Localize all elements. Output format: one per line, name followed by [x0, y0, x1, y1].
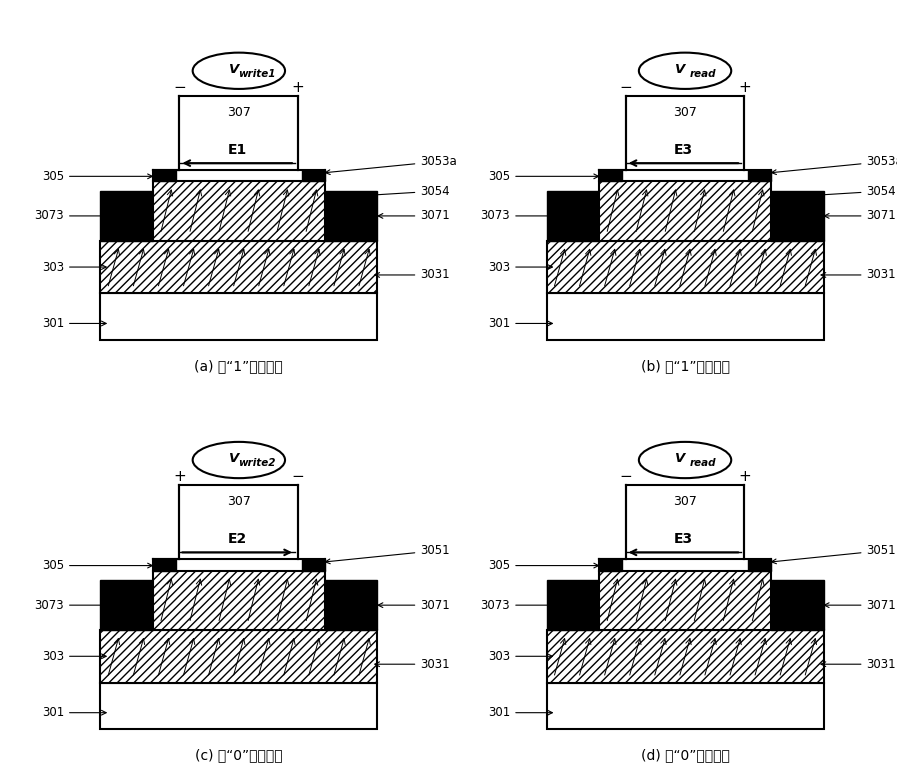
- Bar: [325, 191, 378, 241]
- Text: 303: 303: [42, 649, 106, 662]
- Bar: [599, 170, 623, 181]
- Text: 307: 307: [673, 495, 697, 508]
- Text: 3054: 3054: [778, 184, 896, 200]
- Bar: [748, 559, 771, 571]
- Bar: [153, 571, 325, 630]
- Bar: [100, 241, 378, 294]
- Bar: [153, 181, 325, 241]
- Bar: [100, 630, 378, 682]
- Text: −: −: [292, 469, 305, 484]
- Text: (b) 读“1”操作过程: (b) 读“1”操作过程: [640, 360, 729, 373]
- Bar: [599, 571, 771, 630]
- Text: 301: 301: [42, 706, 106, 719]
- Bar: [546, 630, 823, 682]
- Bar: [599, 181, 771, 241]
- Text: 3031: 3031: [375, 269, 450, 282]
- Text: 305: 305: [42, 559, 152, 572]
- Text: 3073: 3073: [34, 210, 146, 223]
- Text: 3053a: 3053a: [771, 155, 897, 174]
- Text: −: −: [619, 469, 632, 484]
- Text: 303: 303: [488, 649, 553, 662]
- Text: 307: 307: [227, 495, 251, 508]
- Text: E1: E1: [228, 142, 247, 157]
- Text: 3051: 3051: [326, 544, 450, 564]
- Text: 301: 301: [488, 706, 553, 719]
- Text: V: V: [675, 63, 685, 76]
- Bar: [100, 294, 378, 340]
- Text: +: +: [738, 80, 751, 95]
- Text: (c) 写“0”操作过程: (c) 写“0”操作过程: [195, 749, 283, 763]
- Text: 307: 307: [227, 106, 251, 119]
- Bar: [301, 170, 325, 181]
- Text: V: V: [229, 452, 239, 465]
- Text: 3073: 3073: [34, 599, 146, 612]
- Bar: [546, 682, 823, 729]
- Bar: [301, 559, 325, 571]
- Bar: [153, 170, 176, 181]
- Text: 303: 303: [42, 261, 106, 274]
- Bar: [771, 581, 823, 630]
- Bar: [546, 191, 599, 241]
- Ellipse shape: [193, 442, 285, 478]
- Text: E3: E3: [674, 142, 693, 157]
- Text: read: read: [690, 69, 717, 79]
- Text: V: V: [229, 63, 239, 76]
- Text: (d) 读“0”操作过程: (d) 读“0”操作过程: [640, 749, 729, 763]
- Text: 3054: 3054: [332, 184, 450, 200]
- Text: 3031: 3031: [821, 269, 896, 282]
- Text: −: −: [173, 80, 186, 95]
- Text: 301: 301: [488, 317, 553, 330]
- Text: V: V: [675, 452, 685, 465]
- Bar: [100, 581, 153, 630]
- Text: 3071: 3071: [824, 599, 896, 612]
- Ellipse shape: [639, 442, 731, 478]
- Bar: [771, 191, 823, 241]
- Text: 307: 307: [673, 106, 697, 119]
- Text: −: −: [619, 80, 632, 95]
- Bar: [153, 559, 176, 571]
- Text: read: read: [690, 458, 717, 468]
- Text: 3073: 3073: [481, 210, 592, 223]
- Ellipse shape: [193, 53, 285, 89]
- Text: write1: write1: [239, 69, 275, 79]
- Bar: [748, 170, 771, 181]
- Text: (a) 写“1”操作过程: (a) 写“1”操作过程: [195, 360, 283, 373]
- Bar: [100, 191, 153, 241]
- Bar: [546, 581, 599, 630]
- Text: 305: 305: [488, 559, 598, 572]
- Text: 3031: 3031: [375, 658, 450, 671]
- Text: 3073: 3073: [481, 599, 592, 612]
- Text: 301: 301: [42, 317, 106, 330]
- Bar: [325, 581, 378, 630]
- Text: +: +: [292, 80, 305, 95]
- Text: 3071: 3071: [824, 210, 896, 223]
- Text: 303: 303: [488, 261, 553, 274]
- Text: E3: E3: [674, 532, 693, 545]
- Text: +: +: [738, 469, 751, 484]
- Text: 3071: 3071: [379, 210, 450, 223]
- Text: 305: 305: [488, 170, 598, 183]
- Bar: [546, 294, 823, 340]
- Bar: [546, 241, 823, 294]
- Text: +: +: [173, 469, 186, 484]
- Ellipse shape: [639, 53, 731, 89]
- Text: 3053a: 3053a: [326, 155, 457, 174]
- Bar: [599, 559, 623, 571]
- Bar: [100, 682, 378, 729]
- Text: 305: 305: [42, 170, 152, 183]
- Text: E2: E2: [228, 532, 247, 545]
- Text: 3051: 3051: [771, 544, 896, 564]
- Text: 3071: 3071: [379, 599, 450, 612]
- Text: 3031: 3031: [821, 658, 896, 671]
- Text: write2: write2: [239, 458, 275, 468]
